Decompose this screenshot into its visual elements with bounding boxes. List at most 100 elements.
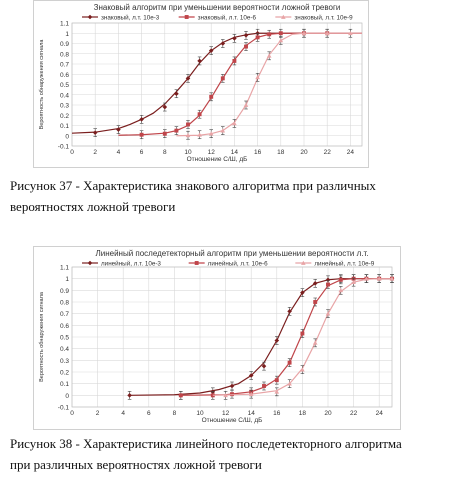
legend-marker bbox=[184, 15, 189, 19]
y-tick-label: 0.3 bbox=[60, 358, 69, 365]
legend-label: знаковый, л.т. 10е-9 bbox=[294, 14, 353, 22]
series-3 bbox=[176, 28, 362, 140]
x-tick-label: 18 bbox=[299, 410, 307, 417]
x-tick-label: 14 bbox=[248, 410, 256, 417]
y-tick-label: 1.1 bbox=[60, 265, 69, 272]
x-tick-label: 16 bbox=[254, 149, 262, 156]
y-tick-label: 0.4 bbox=[60, 346, 69, 353]
data-point bbox=[116, 127, 121, 132]
data-point bbox=[248, 391, 254, 397]
data-point bbox=[255, 35, 260, 40]
data-point bbox=[232, 121, 237, 126]
caption-line: Рисунок 38 - Характеристика линейного по… bbox=[10, 436, 402, 451]
legend-marker bbox=[301, 260, 306, 265]
data-point bbox=[243, 102, 249, 107]
x-tick-label: 4 bbox=[121, 410, 125, 417]
x-tick-label: 2 bbox=[93, 149, 97, 156]
x-tick-label: 22 bbox=[350, 410, 358, 417]
figure-38-caption: Рисунок 38 - Характеристика линейного по… bbox=[10, 433, 430, 475]
y-tick-label: 0.2 bbox=[60, 370, 69, 377]
data-point bbox=[186, 122, 190, 127]
data-point bbox=[255, 75, 260, 80]
y-axis-label: Вероятность обнаружения сигнала bbox=[39, 39, 45, 130]
data-point bbox=[389, 276, 395, 281]
x-tick-label: 4 bbox=[117, 149, 121, 156]
data-point bbox=[287, 381, 292, 386]
data-point bbox=[300, 331, 305, 336]
data-point bbox=[162, 104, 168, 110]
figure-37-caption: Рисунок 37 - Характеристика знакового ал… bbox=[10, 175, 430, 217]
x-tick-label: 22 bbox=[324, 149, 332, 156]
y-tick-label: 0.9 bbox=[60, 41, 69, 48]
data-point bbox=[208, 131, 214, 136]
legend-label: линейный, л.т. 10е-9 bbox=[314, 260, 374, 268]
legend-label: линейный, л.т. 10е-3 bbox=[101, 260, 161, 268]
legend-marker bbox=[194, 261, 199, 265]
data-point bbox=[274, 338, 280, 343]
series-line bbox=[129, 278, 392, 396]
x-tick-label: 0 bbox=[70, 410, 74, 417]
y-axis-label: Вероятность обнаружения сигнала bbox=[39, 291, 45, 382]
data-point bbox=[139, 132, 144, 137]
chart-figure-38: Линейный последетекторный алгоритм при у… bbox=[33, 246, 401, 430]
x-tick-label: 12 bbox=[222, 410, 230, 417]
data-point bbox=[376, 276, 382, 281]
data-point bbox=[223, 393, 228, 398]
y-tick-label: 0.2 bbox=[60, 113, 69, 120]
x-tick-label: 0 bbox=[70, 149, 74, 156]
x-axis-label: Отношение С/Ш, дБ bbox=[202, 417, 263, 424]
y-tick-label: 0.7 bbox=[60, 62, 69, 69]
data-point bbox=[220, 76, 225, 81]
caption-line: при различных вероятностях ложной тревог… bbox=[10, 457, 262, 472]
y-tick-label: 0.4 bbox=[60, 92, 69, 99]
chart-figure-37: Знаковый алгоритм при уменьшении вероятн… bbox=[33, 0, 369, 168]
data-point bbox=[185, 132, 191, 138]
data-point bbox=[312, 340, 318, 345]
y-tick-label: 1 bbox=[65, 31, 69, 38]
x-tick-label: 10 bbox=[184, 149, 192, 156]
data-point bbox=[244, 44, 248, 49]
data-point bbox=[351, 279, 356, 285]
data-point bbox=[300, 367, 305, 372]
y-tick-label: 0.5 bbox=[60, 82, 69, 89]
data-point bbox=[178, 393, 183, 398]
x-tick-label: 14 bbox=[231, 149, 239, 156]
data-point bbox=[301, 30, 307, 36]
x-tick-label: 6 bbox=[147, 410, 151, 417]
legend-label: линейный, л.т. 10е-6 bbox=[208, 260, 268, 268]
y-tick-label: 0.1 bbox=[60, 123, 69, 130]
data-point bbox=[197, 58, 202, 64]
x-tick-label: 8 bbox=[173, 410, 177, 417]
series-3 bbox=[212, 274, 395, 400]
y-tick-label: 0.3 bbox=[60, 103, 69, 110]
legend-marker bbox=[87, 14, 93, 20]
data-point bbox=[127, 393, 132, 398]
x-tick-label: 20 bbox=[324, 410, 332, 417]
caption-line: Рисунок 37 - Характеристика знакового ал… bbox=[10, 178, 376, 193]
data-point bbox=[162, 131, 167, 136]
data-point bbox=[274, 389, 280, 394]
x-tick-label: 6 bbox=[140, 149, 144, 156]
chart-title: Линейный последетекторный алгоритм при у… bbox=[95, 249, 368, 258]
data-point bbox=[313, 300, 318, 304]
series-line bbox=[71, 32, 362, 134]
data-point bbox=[209, 94, 214, 99]
data-point bbox=[278, 31, 283, 36]
data-point bbox=[185, 76, 191, 81]
data-point bbox=[364, 276, 369, 281]
y-tick-label: 0.9 bbox=[60, 288, 69, 295]
x-tick-label: 12 bbox=[208, 149, 216, 156]
data-point bbox=[174, 91, 179, 97]
data-point bbox=[274, 378, 279, 383]
y-tick-label: 0.8 bbox=[60, 51, 69, 58]
series-line bbox=[180, 278, 392, 396]
plot-area-frame bbox=[71, 22, 363, 147]
data-point bbox=[220, 128, 226, 133]
data-point bbox=[210, 393, 215, 398]
x-tick-label: 16 bbox=[273, 410, 281, 417]
x-tick-label: 24 bbox=[347, 149, 355, 156]
data-point bbox=[139, 117, 144, 122]
series-line bbox=[212, 278, 392, 396]
y-tick-label: 0.7 bbox=[60, 311, 69, 318]
data-point bbox=[232, 36, 237, 41]
